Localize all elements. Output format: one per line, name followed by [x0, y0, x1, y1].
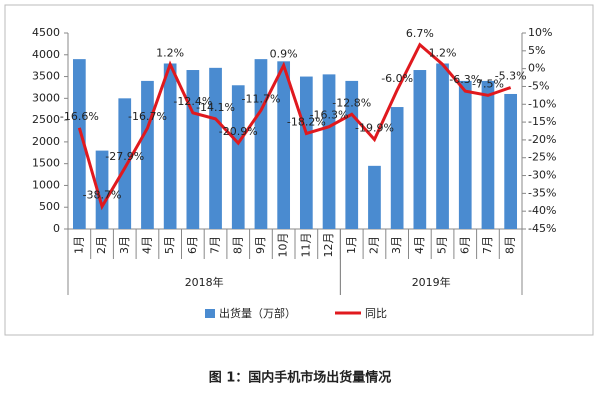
bar	[254, 59, 268, 230]
bar	[481, 80, 495, 230]
x-tick-label: 10月	[277, 233, 290, 258]
bar	[504, 93, 518, 229]
x-tick-label: 11月	[299, 233, 312, 258]
y2-tick-label: 5%	[528, 44, 545, 57]
data-label: 0.9%	[270, 47, 298, 60]
data-label: -11.7%	[241, 92, 280, 105]
x-tick-label: 4月	[140, 236, 153, 254]
bar	[299, 76, 313, 229]
y-tick-label: 2500	[32, 113, 60, 126]
group-label: 2018年	[185, 275, 224, 289]
y2-tick-label: -15%	[528, 115, 556, 128]
y-tick-label: 3000	[32, 91, 60, 104]
y2-tick-label: 0%	[528, 62, 545, 75]
data-label: -6.3%	[449, 73, 481, 86]
x-tick-label: 4月	[413, 236, 426, 254]
data-label: -16.3%	[310, 109, 349, 122]
bar	[95, 150, 109, 229]
chart-frame	[4, 4, 594, 336]
line	[77, 42, 512, 211]
group-label: 2019年	[412, 275, 451, 289]
y2-tick-label: -25%	[528, 151, 556, 164]
data-label: -16.7%	[128, 110, 167, 123]
x-tick-label: 1月	[72, 236, 85, 254]
x-tick-label: 2月	[367, 236, 380, 254]
data-label: -12.8%	[332, 96, 371, 109]
bar	[368, 165, 381, 229]
data-label: -20.9%	[219, 125, 258, 138]
data-label: 1.2%	[429, 46, 457, 59]
y2-tick-label: -45%	[528, 222, 556, 235]
data-label: 1.2%	[156, 46, 184, 59]
y2-tick-label: -10%	[528, 97, 556, 110]
y-tick-label: 1500	[32, 157, 60, 170]
bar	[231, 85, 245, 230]
bar	[322, 74, 336, 229]
x-tick-label: 7月	[209, 236, 222, 254]
y-tick-label: 500	[39, 200, 60, 213]
legend-label: 出货量（万部）	[219, 306, 296, 320]
bar	[118, 98, 132, 229]
y2-tick-label: -5%	[528, 79, 549, 92]
data-label: -16.6%	[60, 110, 99, 123]
y-tick-label: 2000	[32, 135, 60, 148]
x-tick-label: 8月	[504, 236, 517, 254]
data-label: -12.4%	[173, 95, 212, 108]
y2-tick-label: 10%	[528, 26, 552, 39]
x-tick-label: 9月	[254, 236, 267, 254]
bar	[390, 107, 404, 229]
bar	[209, 67, 222, 229]
y2-tick-label: -20%	[528, 133, 556, 146]
y2-tick-label: -30%	[528, 169, 556, 182]
data-label: -27.9%	[105, 150, 144, 163]
data-label: -38.7%	[83, 189, 122, 202]
legend-swatch	[205, 309, 215, 318]
legend-label: 同比	[365, 307, 387, 320]
y-tick-label: 4000	[32, 48, 60, 61]
data-label: -6.0%	[381, 72, 413, 85]
data-label: -19.9%	[355, 122, 394, 135]
data-label: -7.5%	[472, 77, 504, 90]
x-tick-label: 7月	[481, 236, 494, 254]
bar	[413, 70, 427, 230]
y-tick-label: 1000	[32, 178, 60, 191]
data-label: -18.2%	[287, 115, 326, 128]
x-tick-label: 6月	[186, 236, 199, 254]
data-label: -5.3%	[495, 70, 527, 83]
y-tick-label: 0	[53, 222, 60, 235]
x-tick-label: 5月	[436, 236, 449, 254]
y2-tick-label: -40%	[528, 204, 556, 217]
y-tick-label: 3500	[32, 70, 60, 83]
x-tick-label: 3月	[118, 236, 131, 254]
y-tick-label: 4500	[32, 26, 60, 39]
x-tick-label: 3月	[390, 236, 403, 254]
x-tick-label: 2月	[95, 236, 108, 254]
data-label: 6.7%	[406, 27, 434, 40]
bar	[458, 80, 472, 230]
x-tick-label: 5月	[163, 236, 176, 254]
y2-tick-label: -35%	[528, 186, 556, 199]
x-tick-label: 8月	[231, 236, 244, 254]
bar	[436, 63, 449, 229]
bar	[277, 61, 291, 229]
bar	[72, 59, 86, 230]
x-tick-label: 12月	[322, 233, 335, 258]
x-tick-label: 1月	[345, 236, 358, 254]
caption: 图 1：国内手机市场出货量情况	[209, 370, 392, 386]
bar	[186, 70, 200, 230]
x-tick-label: 6月	[458, 236, 471, 254]
data-label: -14.1%	[196, 101, 235, 114]
bar	[163, 63, 177, 229]
